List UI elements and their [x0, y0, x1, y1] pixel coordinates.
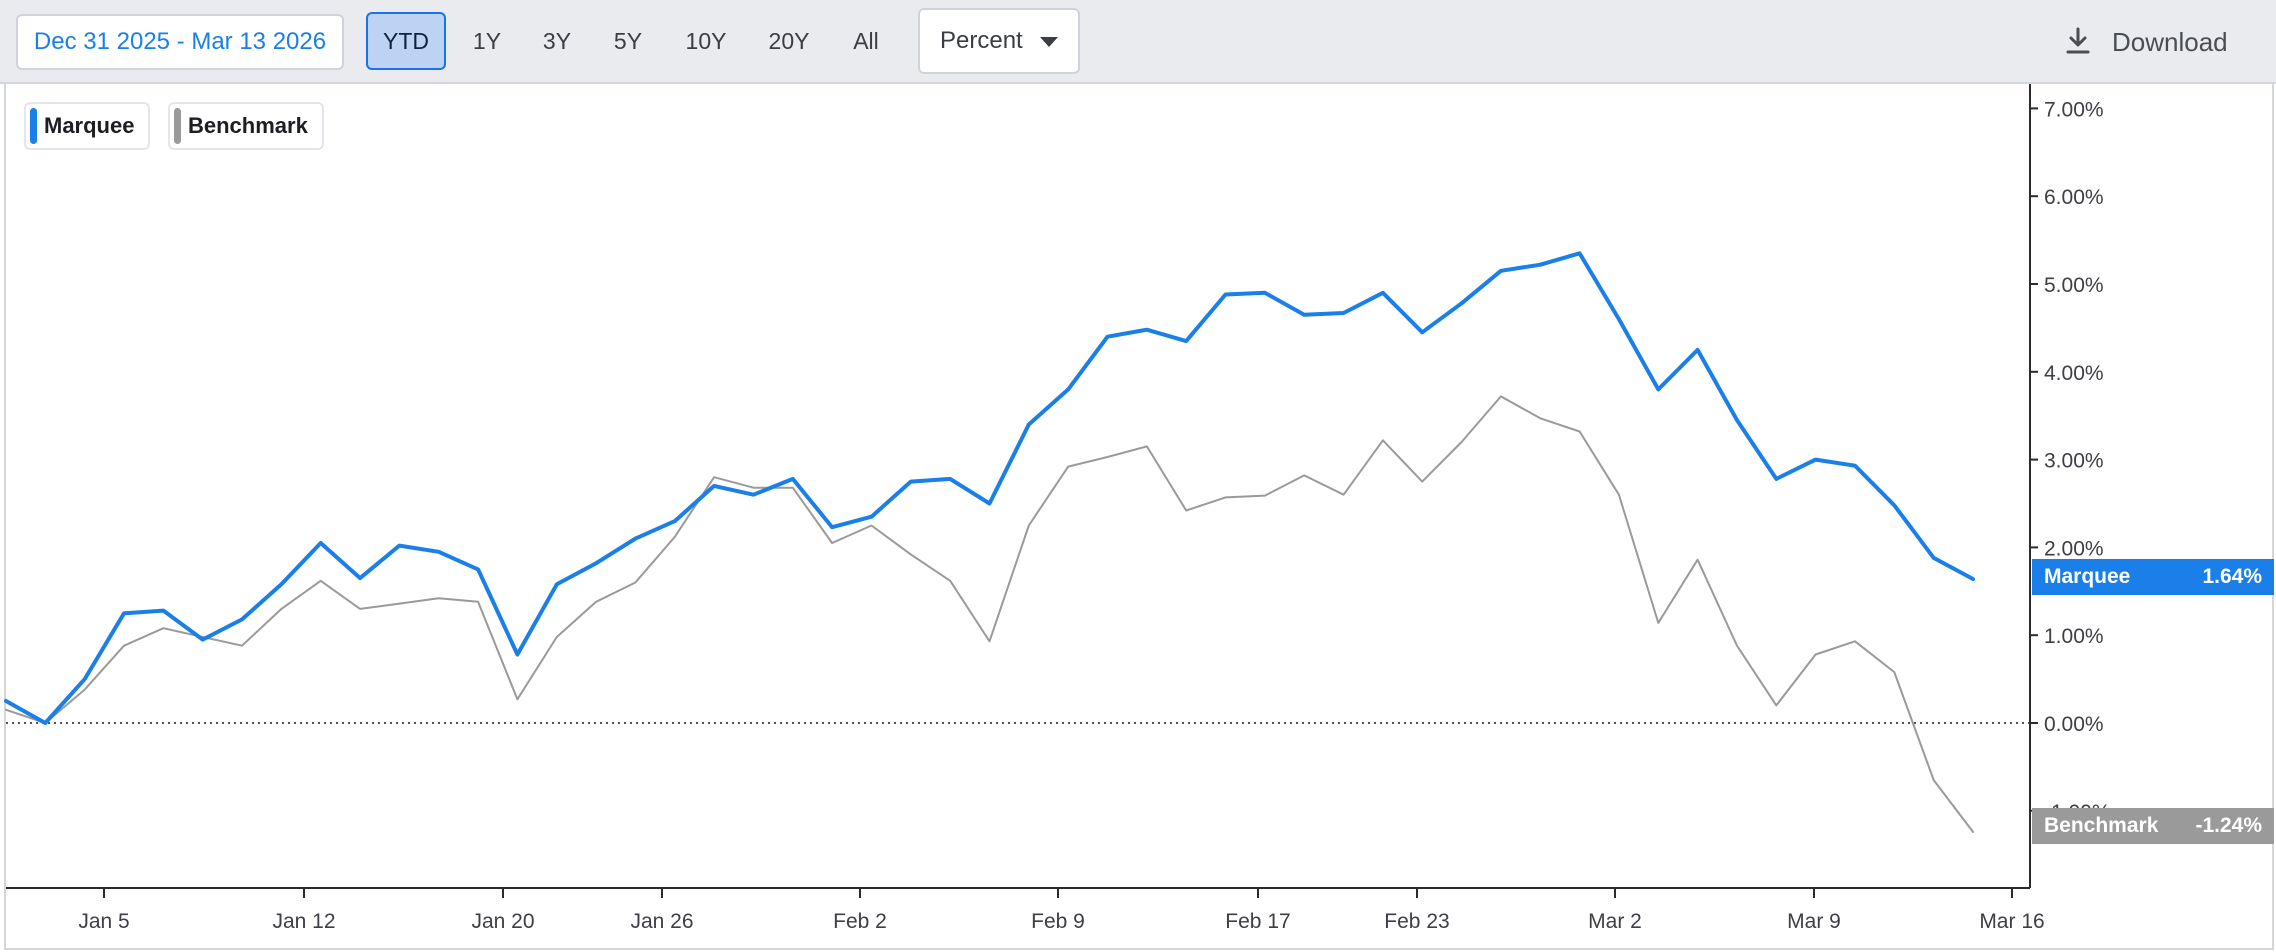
x-tick-label: Feb 17	[1225, 910, 1290, 933]
range-button-3y[interactable]: 3Y	[542, 28, 572, 54]
unit-select[interactable]: Percent	[918, 8, 1080, 74]
y-tick-label: 0.00%	[2044, 713, 2104, 736]
range-button-20y[interactable]: 20Y	[768, 28, 810, 54]
end-label-marquee-value: 1.64%	[2202, 565, 2262, 588]
legend-item-benchmark[interactable]: Benchmark	[168, 102, 324, 150]
legend-swatch-marquee	[30, 108, 37, 144]
legend-label-marquee: Marquee	[44, 113, 135, 138]
range-button-ytd[interactable]: YTD	[366, 12, 446, 70]
range-button-all[interactable]: All	[853, 28, 879, 54]
download-button[interactable]: Download	[2066, 14, 2228, 70]
x-tick-label: Mar 16	[1979, 910, 2044, 933]
end-label-benchmark: Benchmark -1.24%	[2032, 807, 2274, 844]
y-tick-label: 1.00%	[2044, 625, 2104, 648]
x-tick-label: Mar 2	[1588, 910, 1642, 933]
toolbar: Dec 31 2025 - Mar 13 2026 YTD 1Y 3Y 5Y 1…	[0, 0, 2276, 84]
unit-select-value: Percent	[940, 27, 1023, 54]
x-tick-label: Feb 23	[1384, 910, 1449, 933]
x-tick-label: Mar 9	[1787, 910, 1841, 933]
x-tick-label: Jan 26	[630, 910, 693, 933]
range-button-1y[interactable]: 1Y	[472, 28, 502, 54]
y-tick-label: 7.00%	[2044, 98, 2104, 121]
download-icon	[2066, 27, 2090, 54]
date-range-picker[interactable]: Dec 31 2025 - Mar 13 2026	[16, 14, 344, 70]
chart-frame	[4, 84, 2274, 950]
caret-down-icon	[1040, 37, 1058, 47]
series-line-marquee	[4, 251, 1975, 725]
legend-item-marquee[interactable]: Marquee	[24, 102, 151, 150]
end-label-marquee: Marquee 1.64%	[2032, 559, 2274, 595]
x-tick-label: Jan 12	[272, 910, 335, 933]
x-tick-label: Jan 5	[78, 910, 129, 933]
x-tick-label: Jan 20	[471, 910, 534, 933]
y-tick-label: 3.00%	[2044, 450, 2104, 473]
end-label-marquee-name: Marquee	[2044, 565, 2131, 588]
download-label: Download	[2112, 27, 2228, 57]
range-button-10y[interactable]: 10Y	[685, 28, 727, 54]
y-tick-label: 6.00%	[2044, 186, 2104, 209]
legend-swatch-benchmark	[174, 108, 181, 144]
series-line-benchmark	[5, 395, 1974, 833]
end-label-benchmark-value: -1.24%	[2195, 813, 2262, 837]
end-label-benchmark-name: Benchmark	[2044, 813, 2159, 837]
x-tick-label: Feb 9	[1031, 910, 1085, 933]
range-button-5y[interactable]: 5Y	[613, 28, 643, 54]
legend-label-benchmark: Benchmark	[188, 113, 308, 138]
y-tick-label: 2.00%	[2044, 537, 2104, 560]
x-tick-label: Feb 2	[833, 910, 887, 933]
y-tick-label: 4.00%	[2044, 362, 2104, 385]
y-tick-label: 5.00%	[2044, 274, 2104, 297]
